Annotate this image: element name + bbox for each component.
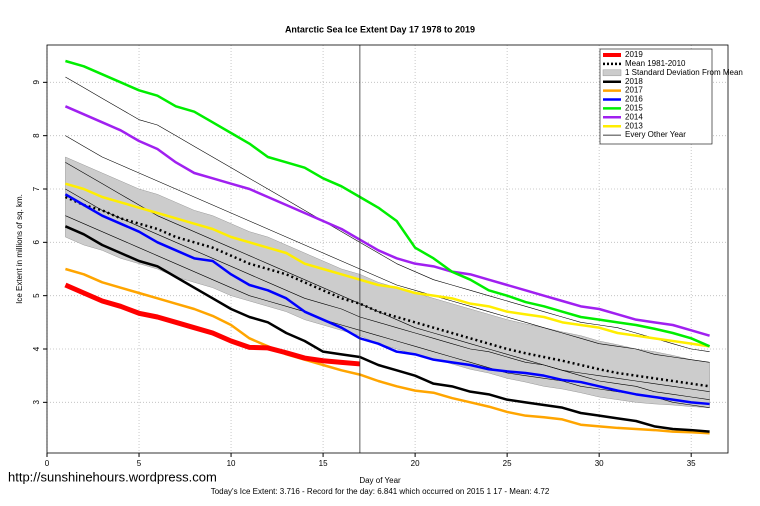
x-tick-label: 25 bbox=[503, 459, 512, 468]
x-tick-label: 0 bbox=[45, 459, 50, 468]
watermark: http://sunshinehours.wordpress.com bbox=[8, 469, 217, 484]
legend-swatch bbox=[602, 69, 622, 77]
other-year-line bbox=[65, 188, 710, 392]
y-tick-label: 4 bbox=[32, 346, 41, 351]
legend-label: 2014 bbox=[625, 112, 643, 121]
legend-label: 2013 bbox=[625, 121, 643, 130]
x-axis-label: Day of Year bbox=[359, 476, 401, 485]
x-tick-label: 5 bbox=[137, 459, 142, 468]
y-tick-label: 8 bbox=[32, 133, 41, 138]
y-axis-label: Ice Extent in millions of sq. km. bbox=[15, 194, 24, 304]
x-tick-label: 15 bbox=[319, 459, 328, 468]
chart-title: Antarctic Sea Ice Extent Day 17 1978 to … bbox=[285, 24, 475, 34]
y-tick-label: 9 bbox=[32, 80, 41, 85]
x-tick-label: 10 bbox=[227, 459, 236, 468]
series-line bbox=[64, 282, 361, 367]
series-line bbox=[65, 182, 710, 348]
x-tick-label: 35 bbox=[687, 459, 696, 468]
std-band bbox=[65, 156, 710, 408]
y-tick-label: 7 bbox=[32, 186, 41, 191]
legend-label: 2017 bbox=[625, 86, 643, 95]
x-tick-label: 30 bbox=[595, 459, 604, 468]
legend-label: 2018 bbox=[625, 77, 643, 86]
legend-label: 1 Standard Deviation From Mean bbox=[625, 68, 743, 77]
legend-label: 2015 bbox=[625, 104, 643, 113]
legend-label: Mean 1981-2010 bbox=[625, 59, 686, 68]
y-tick-label: 3 bbox=[32, 400, 41, 405]
legend-box bbox=[599, 48, 713, 145]
y-tick-label: 5 bbox=[32, 293, 41, 298]
other-year-line bbox=[65, 162, 710, 400]
plot-frame bbox=[46, 44, 729, 454]
legend-label: 2019 bbox=[625, 50, 643, 59]
mean-line bbox=[64, 195, 710, 388]
other-year-line bbox=[65, 215, 710, 408]
series-line bbox=[64, 105, 710, 337]
series-line bbox=[64, 225, 710, 433]
other-year-line bbox=[65, 135, 710, 363]
y-tick-label: 6 bbox=[32, 240, 41, 245]
other-year-line bbox=[65, 76, 710, 352]
series-line bbox=[64, 193, 710, 406]
legend-label: 2016 bbox=[625, 95, 643, 104]
series-line bbox=[65, 267, 710, 435]
footer: Today's Ice Extent: 3.716 - Record for t… bbox=[211, 487, 550, 496]
x-tick-label: 20 bbox=[411, 459, 420, 468]
series-line bbox=[65, 59, 711, 348]
legend-label: Every Other Year bbox=[625, 130, 686, 139]
